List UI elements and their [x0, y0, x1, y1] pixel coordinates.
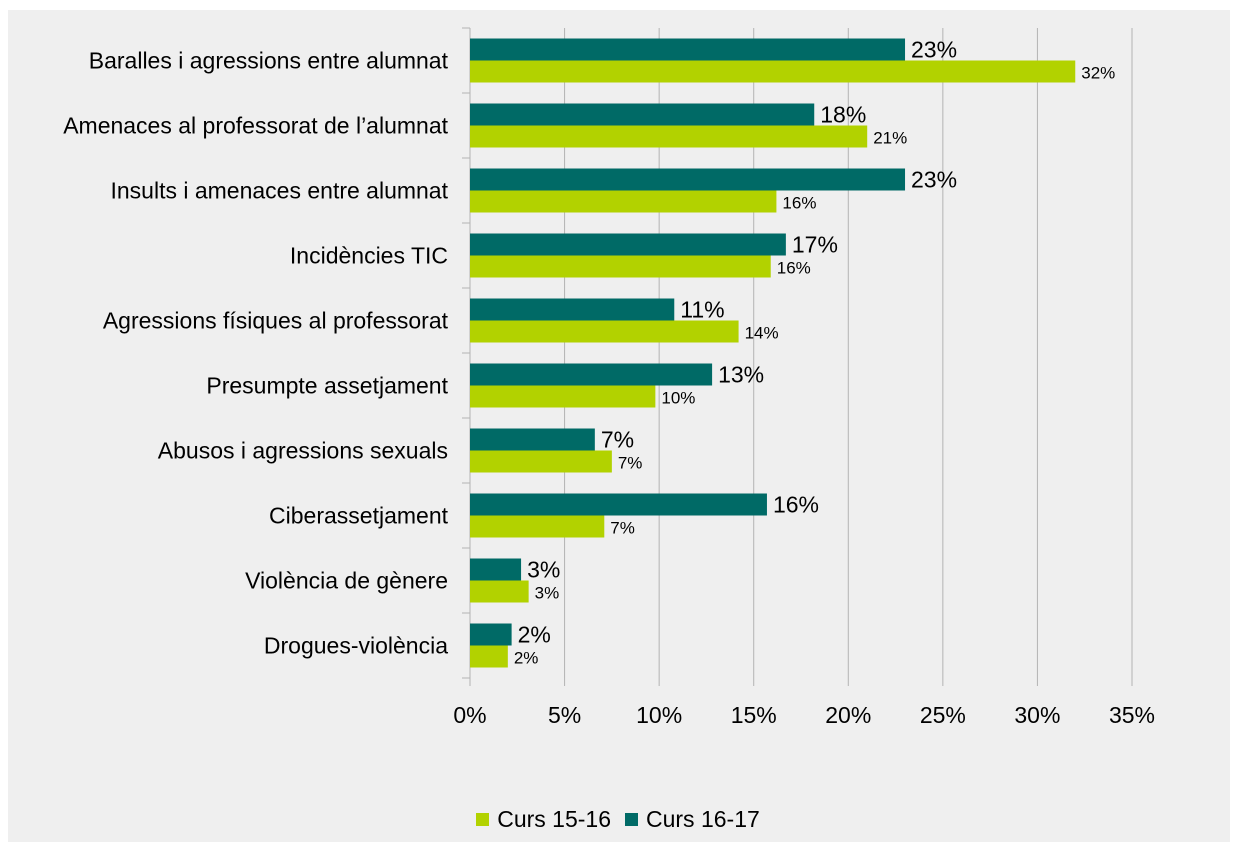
data-label-curs-16-17: 2%: [518, 622, 551, 648]
data-label-curs-16-17: 18%: [820, 102, 866, 128]
data-label-curs-16-17: 17%: [792, 232, 838, 258]
legend-label-curs-16-17: Curs 16-17: [646, 806, 760, 832]
bar-curs-15-16: [470, 385, 656, 408]
category-label: Drogues-violència: [264, 633, 448, 659]
data-label-curs-16-17: 16%: [773, 492, 819, 518]
bar-curs-15-16: [470, 190, 777, 213]
bar-curs-15-16: [470, 580, 529, 603]
bar-curs-16-17: [470, 103, 815, 126]
bar-curs-16-17: [470, 428, 595, 451]
data-label-curs-16-17: 11%: [680, 297, 724, 323]
data-label-curs-16-17: 23%: [911, 37, 957, 63]
bar-curs-16-17: [470, 623, 512, 646]
category-label: Abusos i agressions sexuals: [158, 438, 448, 464]
data-label-curs-16-17: 13%: [718, 362, 764, 388]
legend-item-curs-15-16: Curs 15-16: [476, 806, 611, 833]
chart-background: [8, 10, 1230, 842]
category-label: Amenaces al professorat de l’alumnat: [63, 113, 448, 139]
data-label-curs-15-16: 16%: [777, 259, 811, 278]
category-label: Baralles i agressions entre alumnat: [89, 48, 449, 74]
bar-curs-15-16: [470, 645, 508, 668]
category-label: Ciberassetjament: [269, 503, 449, 529]
category-label: Insults i amenaces entre alumnat: [110, 178, 448, 204]
data-label-curs-15-16: 32%: [1081, 64, 1115, 83]
bar-curs-16-17: [470, 168, 906, 191]
bar-curs-16-17: [470, 493, 767, 516]
data-label-curs-15-16: 21%: [873, 129, 907, 148]
bar-curs-16-17: [470, 558, 522, 581]
legend-label-curs-15-16: Curs 15-16: [497, 806, 611, 832]
bar-curs-15-16: [470, 125, 868, 148]
x-tick-label: 5%: [548, 702, 581, 728]
bar-curs-16-17: [470, 38, 906, 61]
x-tick-label: 20%: [825, 702, 871, 728]
bar-curs-15-16: [470, 60, 1076, 83]
bar-curs-15-16: [470, 320, 739, 343]
category-label: Violència de gènere: [245, 568, 448, 594]
data-label-curs-15-16: 7%: [618, 454, 643, 473]
bar-curs-16-17: [470, 363, 713, 386]
data-label-curs-15-16: 3%: [535, 584, 560, 603]
data-label-curs-15-16: 7%: [610, 519, 635, 538]
x-tick-label: 35%: [1109, 702, 1155, 728]
legend-swatch-curs-16-17: [625, 813, 638, 826]
data-label-curs-16-17: 3%: [527, 557, 560, 583]
bar-curs-16-17: [470, 233, 786, 256]
bar-curs-15-16: [470, 255, 771, 278]
bar-curs-15-16: [470, 450, 612, 473]
category-label: Incidències TIC: [290, 243, 448, 269]
data-label-curs-15-16: 16%: [782, 194, 816, 213]
category-label: Agressions físiques al professorat: [103, 308, 449, 334]
bar-curs-16-17: [470, 298, 675, 321]
legend-item-curs-16-17: Curs 16-17: [625, 806, 760, 833]
category-label: Presumpte assetjament: [206, 373, 448, 399]
data-label-curs-15-16: 14%: [745, 324, 779, 343]
x-tick-label: 30%: [1014, 702, 1060, 728]
x-tick-label: 10%: [636, 702, 682, 728]
data-label-curs-15-16: 2%: [514, 649, 539, 668]
data-label-curs-16-17: 23%: [911, 167, 957, 193]
x-tick-label: 0%: [453, 702, 486, 728]
x-tick-label: 15%: [731, 702, 777, 728]
legend: Curs 15-16 Curs 16-17: [0, 806, 1236, 833]
data-label-curs-16-17: 7%: [601, 427, 634, 453]
legend-swatch-curs-15-16: [476, 813, 490, 826]
x-tick-label: 25%: [920, 702, 966, 728]
bar-curs-15-16: [470, 515, 605, 538]
data-label-curs-15-16: 10%: [661, 389, 695, 408]
